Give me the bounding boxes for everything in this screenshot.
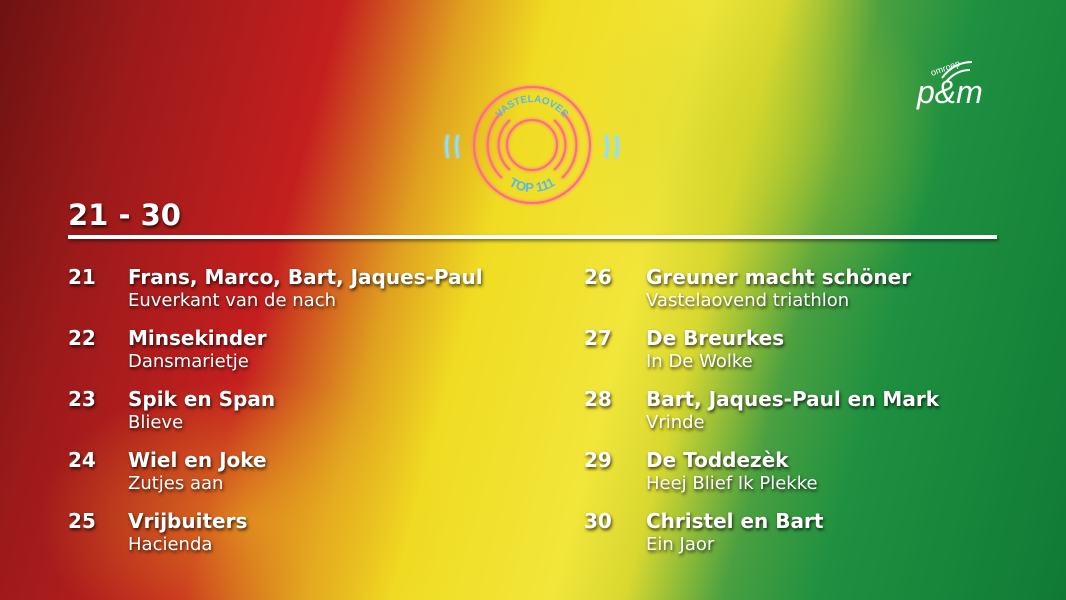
entry-artist: De Breurkes [646,326,785,350]
entry-artist: Bart, Jaques-Paul en Mark [646,387,939,411]
svg-text:VASTELAOVES: VASTELAOVES [494,94,570,120]
entry-rank: 27 [584,326,612,350]
entry-artist: Vrijbuiters [128,509,248,533]
entry-rank: 22 [68,326,96,350]
entry-artist: Minsekinder [128,326,267,350]
entry-artist: Spik en Span [128,387,276,411]
entry-artist: Greuner macht schöner [646,265,912,289]
svg-text:TOP 111: TOP 111 [507,174,557,195]
logo-line1: VASTELAOVES [494,94,570,120]
entry-rank: 29 [584,448,612,472]
entry-rank: 28 [584,387,612,411]
entry-rank: 25 [68,509,96,533]
page-title: 21 - 30 [68,198,181,232]
entry-song: Zutjes aan [128,473,224,494]
entry-song: Vastelaovend triathlon [646,290,850,311]
entry-song: Dansmarietje [128,351,249,372]
entry-song: Heej Blief Ik Plekke [646,473,818,494]
entry-artist: Christel en Bart [646,509,824,533]
entry-rank: 24 [68,448,96,472]
omroep-pm-logo: omroep p&m [916,58,983,110]
entry-song: Blieve [128,412,184,433]
entry-artist: Frans, Marco, Bart, Jaques-Paul [128,265,483,289]
logo-line2: TOP 111 [507,174,557,195]
entry-song: Hacienda [128,534,213,555]
entry-artist: De Toddezèk [646,448,789,472]
entry-rank: 21 [68,265,96,289]
entry-rank: 30 [584,509,612,533]
entry-artist: Wiel en Joke [128,448,267,472]
entry-song: Euverkant van de nach [128,290,337,311]
entry-song: Ein Jaor [646,534,715,555]
entry-rank: 23 [68,387,96,411]
entry-song: In De Wolke [646,351,753,372]
pm-text: p&m [916,74,983,110]
entry-rank: 26 [584,265,612,289]
entry-song: Vrinde [646,412,705,433]
divider [68,235,997,239]
vastelaoves-top-111-logo: VASTELAOVES TOP 111 [445,86,619,204]
